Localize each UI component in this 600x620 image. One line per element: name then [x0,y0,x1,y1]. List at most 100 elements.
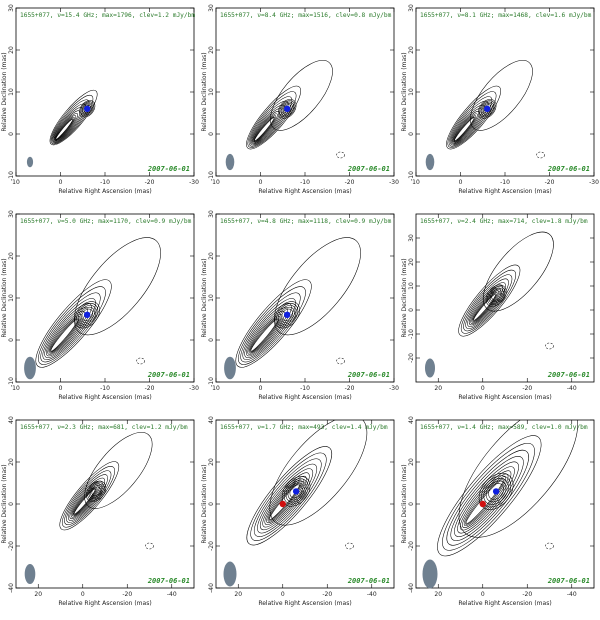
y-tick-label: 30 [208,4,215,12]
contour-line [86,480,107,502]
y-tick-label: 20 [208,458,215,466]
contour-line [247,91,297,148]
contour-line [454,116,475,142]
contour-line [449,100,489,146]
contour-line [74,301,100,329]
contour-map [246,420,368,550]
y-tick-label: 0 [8,502,15,506]
contour-line [82,103,92,114]
contour-line [270,60,333,131]
contour-line [285,480,307,503]
contour-line [278,99,297,119]
negative-contour [145,542,154,550]
x-axis-label: Relative Right Ascension (mas) [258,188,351,195]
contour-line [281,308,293,321]
y-tick-label: -40 [208,583,215,593]
panel-title: 1655+077, ν=5.0 GHz; max=1170, clev=0.9 … [20,218,192,225]
y-tick-label: 20 [8,252,15,260]
panel-date: 2007-06-01 [347,371,390,379]
contour-line [483,231,554,312]
panel-title: 1655+077, ν=2.3 GHz; max=681, clev=1.2 m… [20,424,188,431]
contour-line [491,290,501,301]
y-tick-label: 30 [8,4,15,12]
y-axis-label: Relative Declination (mas) [401,52,408,131]
contour-line [447,91,497,148]
y-axis-label: Relative Declination (mas) [201,464,208,543]
negative-contour [336,151,345,159]
panel-title: 1655+077, ν=1.7 GHz; max=493, clev=1.4 m… [220,424,388,431]
contour-line [79,100,96,118]
x-tick-label: 0 [59,385,63,392]
x-tick-label: 0 [259,385,263,392]
contour-line [479,100,496,118]
y-tick-label: 20 [408,46,415,54]
y-tick-label: -20 [408,353,415,363]
contour-line [437,435,542,557]
contour-line [74,237,161,336]
contour-line [244,303,292,358]
contour-line [274,301,300,329]
y-tick-label: -10 [208,377,215,387]
contour-line [458,264,521,337]
panel-2: 1655+077, ν=8.4 GHz; max=1516, clev=0.8 … [201,4,399,195]
y-tick-label: 40 [208,416,215,424]
contour-line [49,89,98,146]
y-tick-label: 20 [8,458,15,466]
contour-line [50,319,79,352]
contour-line [35,279,112,368]
y-tick-label: 0 [408,132,415,136]
panel-date: 2007-06-01 [147,577,190,585]
contour-line [489,289,503,303]
contour-line [281,103,293,115]
x-tick-label: 0 [481,385,485,392]
plot-frame [415,7,595,177]
panel-date: 2007-06-01 [547,165,590,173]
beam-ellipse [422,559,438,589]
contour-line [482,104,492,114]
y-tick-label: 10 [8,294,15,302]
y-tick-label: 20 [208,252,215,260]
y-axis-label: Relative Declination (mas) [1,464,8,543]
plot-frame [415,213,595,383]
contour-line [257,463,318,534]
x-tick-label: -30 [389,179,399,186]
x-tick-label: 10 [412,179,420,186]
component-marker-blue [84,105,91,113]
y-tick-label: -10 [408,171,415,181]
beam-ellipse [26,156,34,168]
y-tick-label: 20 [408,258,415,266]
contour-line [470,288,501,324]
x-tick-label: -40 [167,591,177,598]
contour-line [84,432,153,509]
contour-line [470,60,533,131]
panel-date: 2007-06-01 [347,577,390,585]
y-tick-label: 10 [8,88,15,96]
contour-line [54,115,77,141]
y-tick-label: -20 [408,541,415,551]
negative-contour [545,542,554,550]
y-axis-label: Relative Declination (mas) [401,258,408,337]
negative-contour [136,357,145,365]
negative-contour [345,542,354,550]
x-axis-label: Relative Right Ascension (mas) [58,600,151,607]
contour-line [62,466,115,528]
x-axis-label: Relative Right Ascension (mas) [458,188,551,195]
y-tick-label: -40 [408,583,415,593]
contour-line [485,284,507,307]
contour-line [250,319,279,352]
contour-line [450,456,524,541]
contour-line [465,278,509,329]
beam-ellipse [425,153,435,171]
contour-line [277,305,297,325]
y-tick-label: 0 [408,308,415,312]
panel-title: 1655+077, ν=1.4 GHz; max=589, clev=1.0 m… [420,424,588,431]
contour-map [446,60,545,159]
contour-line [446,85,501,150]
contour-line [276,303,299,327]
y-tick-label: 0 [208,132,215,136]
contour-line [452,111,480,143]
contour-line [246,307,288,357]
y-tick-label: -10 [208,171,215,181]
component-marker-red [279,500,286,508]
